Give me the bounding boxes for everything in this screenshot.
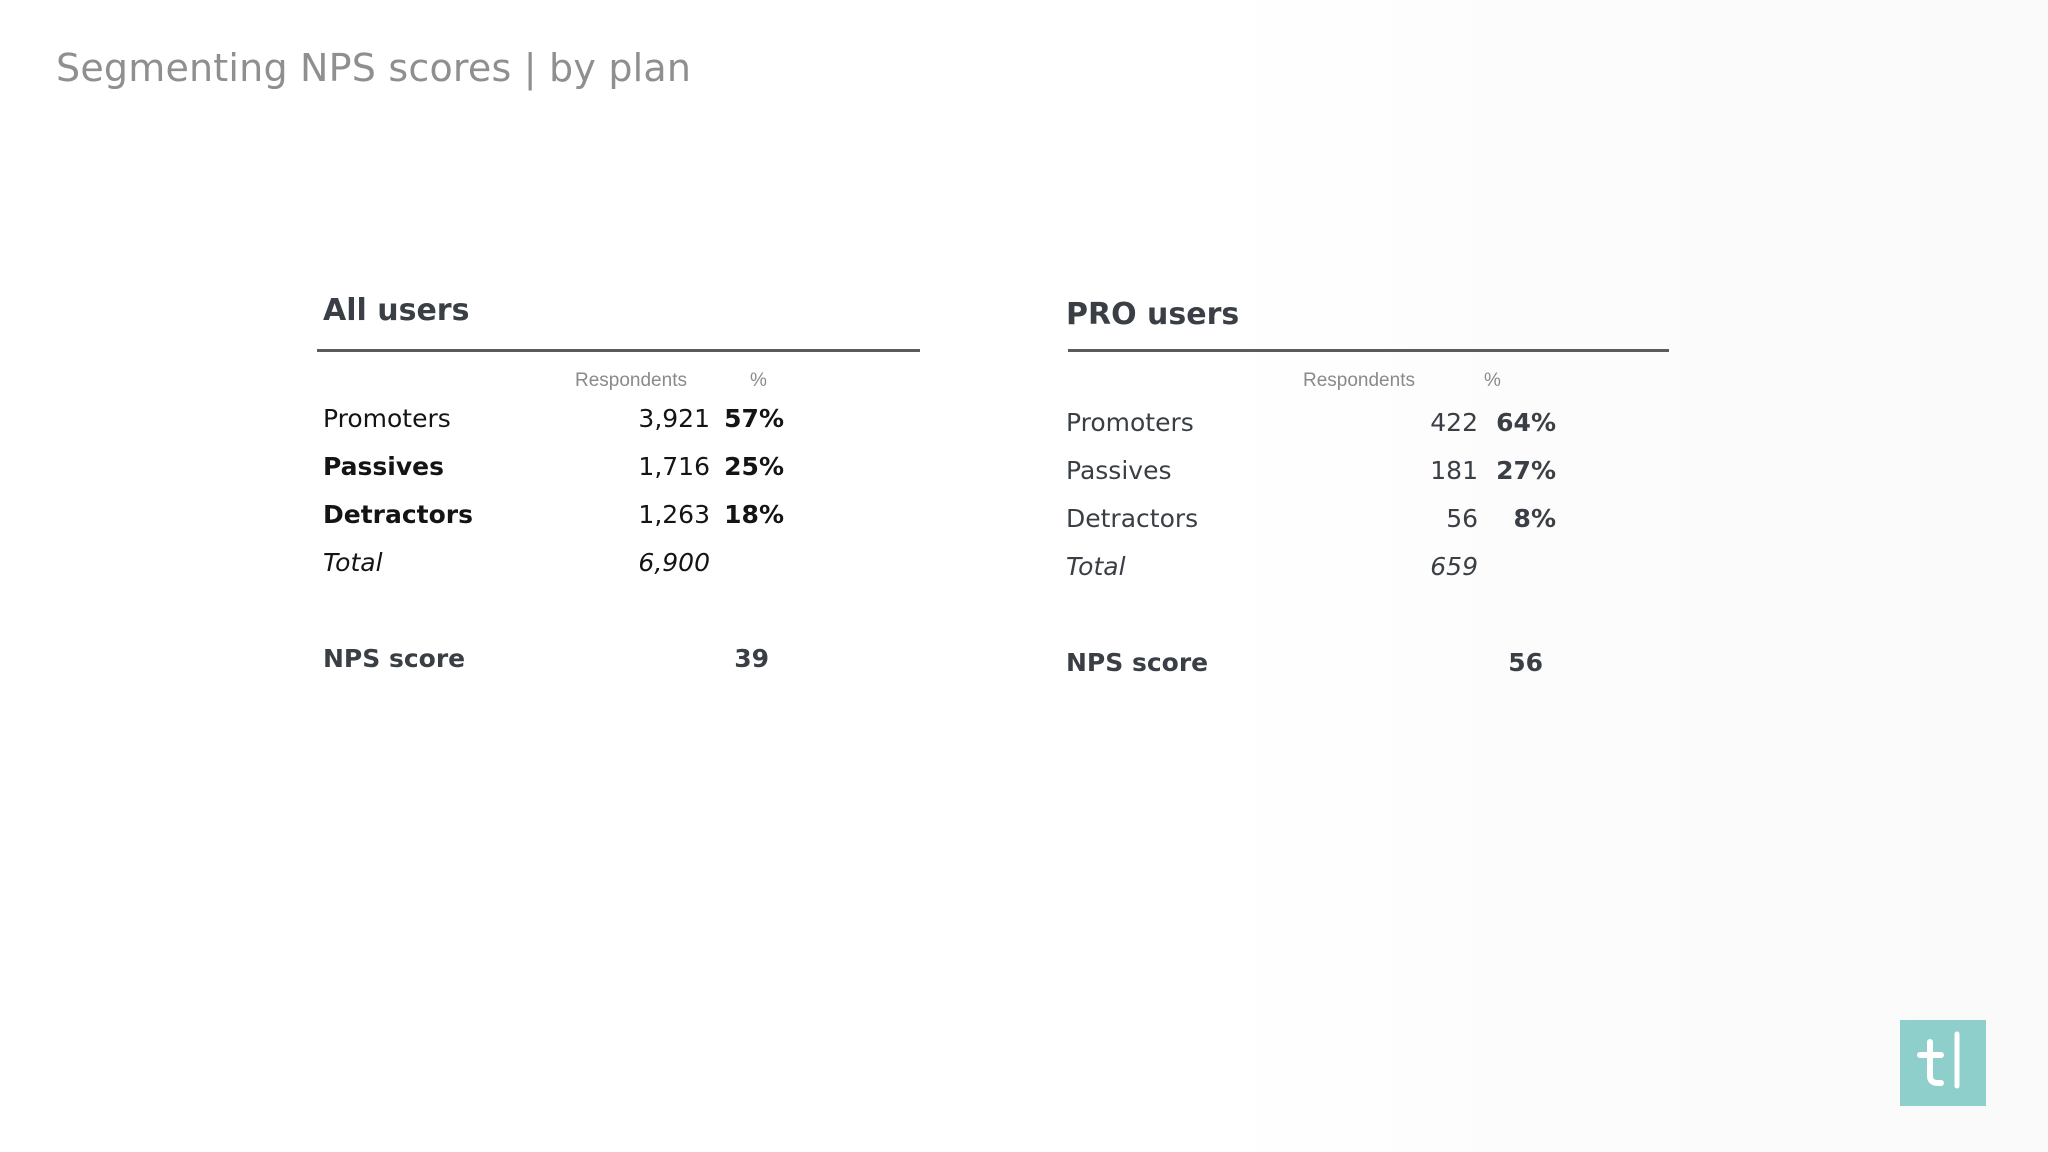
percent-value: 64% — [1496, 408, 1556, 437]
percent-value: 57% — [724, 404, 784, 433]
respondents-count: 422 — [1430, 408, 1478, 437]
pro-users-panel: PRO users Respondents % Promoters 422 64… — [1060, 0, 1669, 720]
row-label: Detractors — [323, 500, 474, 529]
row-label: Passives — [323, 452, 444, 481]
brand-logo-icon — [1900, 1020, 1986, 1106]
respondents-count: 6,900 — [638, 548, 710, 577]
respondents-column-header: Respondents — [575, 370, 687, 391]
percent-value: 18% — [724, 500, 784, 529]
row-label: Promoters — [1066, 408, 1194, 437]
respondents-column-header: Respondents — [1303, 370, 1415, 391]
passives-row: Passives 1,716 25% — [317, 452, 922, 492]
nps-score-value: 56 — [1508, 648, 1543, 677]
detractors-row: Detractors 56 8% — [1060, 504, 1665, 544]
nps-score-row: NPS score 39 — [317, 644, 922, 684]
background-shade — [1215, 0, 2048, 1152]
respondents-count: 56 — [1446, 504, 1478, 533]
percent-value: 8% — [1513, 504, 1556, 533]
row-label: Detractors — [1066, 504, 1199, 533]
percent-value: 25% — [724, 452, 784, 481]
panel-divider — [317, 349, 920, 352]
respondents-count: 3,921 — [638, 404, 710, 433]
page-title: Segmenting NPS scores | by plan — [56, 46, 692, 90]
percent-column-header: % — [1484, 370, 1501, 391]
respondents-count: 1,263 — [638, 500, 710, 529]
respondents-count: 1,716 — [638, 452, 710, 481]
respondents-count: 659 — [1430, 552, 1478, 581]
promoters-row: Promoters 422 64% — [1060, 408, 1665, 448]
nps-score-label: NPS score — [323, 644, 466, 673]
nps-score-label: NPS score — [1066, 648, 1209, 677]
row-label: Passives — [1066, 456, 1172, 485]
row-label: Total — [1066, 552, 1126, 581]
detractors-row: Detractors 1,263 18% — [317, 500, 922, 540]
respondents-count: 181 — [1430, 456, 1478, 485]
nps-score-value: 39 — [734, 644, 769, 673]
all-users-panel: All users Respondents % Promoters 3,921 … — [317, 0, 922, 720]
passives-row: Passives 181 27% — [1060, 456, 1665, 496]
percent-column-header: % — [750, 370, 767, 391]
promoters-row: Promoters 3,921 57% — [317, 404, 922, 444]
panel-divider — [1068, 349, 1669, 352]
panel-title: All users — [323, 293, 470, 328]
percent-value: 27% — [1496, 456, 1556, 485]
row-label: Promoters — [323, 404, 451, 433]
panel-title: PRO users — [1066, 297, 1240, 332]
logo-mark — [1917, 1031, 1960, 1089]
total-row: Total 6,900 — [317, 548, 922, 588]
nps-score-row: NPS score 56 — [1060, 648, 1665, 688]
row-label: Total — [323, 548, 383, 577]
total-row: Total 659 — [1060, 552, 1665, 592]
